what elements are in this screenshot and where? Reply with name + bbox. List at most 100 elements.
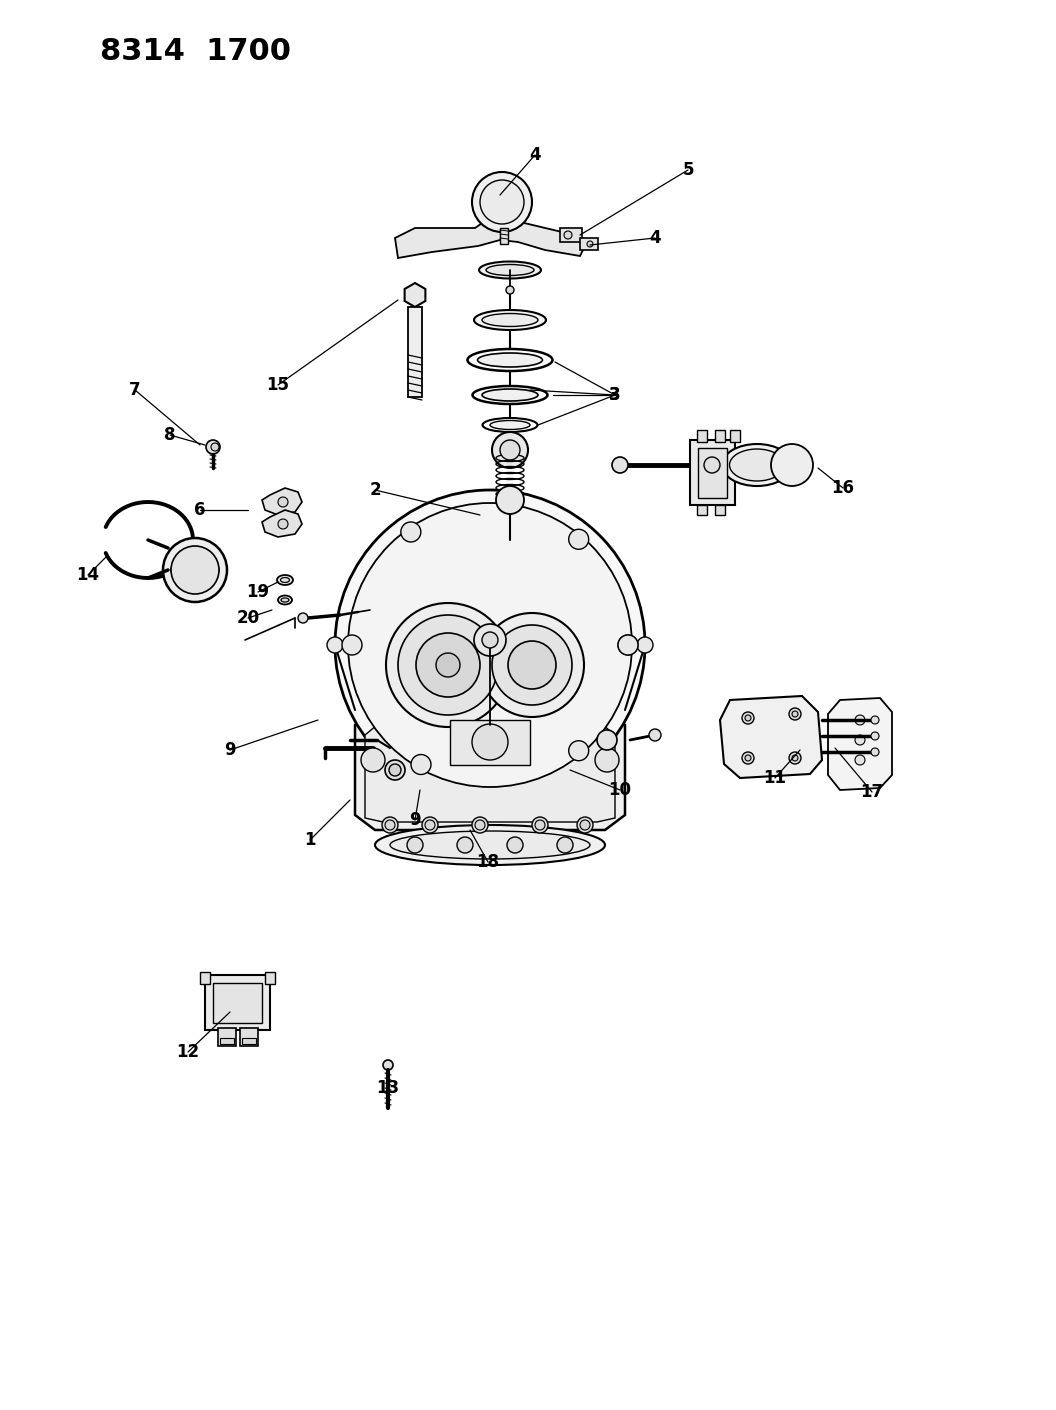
Circle shape: [506, 286, 514, 295]
Ellipse shape: [171, 561, 219, 580]
Bar: [730, 430, 740, 441]
Text: 16: 16: [831, 479, 854, 496]
Ellipse shape: [277, 575, 293, 585]
Circle shape: [211, 443, 219, 451]
Circle shape: [389, 764, 401, 776]
Circle shape: [577, 816, 593, 833]
Bar: [213, 983, 262, 1024]
Ellipse shape: [278, 595, 293, 605]
Circle shape: [482, 632, 498, 649]
Circle shape: [171, 546, 219, 594]
Ellipse shape: [281, 578, 289, 582]
Circle shape: [855, 715, 865, 725]
Circle shape: [871, 747, 879, 756]
Circle shape: [278, 496, 288, 508]
Circle shape: [298, 613, 308, 623]
Text: 4: 4: [529, 147, 541, 164]
Circle shape: [492, 431, 528, 468]
Ellipse shape: [483, 417, 538, 431]
Bar: [715, 430, 725, 441]
Polygon shape: [395, 212, 588, 258]
Circle shape: [457, 838, 473, 853]
Polygon shape: [355, 711, 625, 830]
Circle shape: [385, 821, 395, 830]
Bar: [265, 971, 275, 984]
Circle shape: [792, 711, 798, 718]
Circle shape: [425, 821, 435, 830]
Circle shape: [480, 613, 584, 718]
Circle shape: [411, 754, 431, 774]
Circle shape: [348, 503, 631, 787]
Ellipse shape: [482, 313, 538, 327]
Circle shape: [742, 712, 754, 723]
Text: 12: 12: [176, 1043, 200, 1060]
Circle shape: [742, 752, 754, 764]
Circle shape: [499, 440, 520, 460]
Circle shape: [407, 838, 423, 853]
Circle shape: [532, 816, 548, 833]
Text: 5: 5: [682, 161, 694, 179]
Text: 15: 15: [266, 376, 289, 393]
Ellipse shape: [479, 261, 541, 279]
Circle shape: [383, 1060, 393, 1070]
Bar: [697, 430, 708, 441]
Text: 3: 3: [609, 386, 621, 405]
Text: 14: 14: [76, 565, 99, 584]
Bar: [408, 307, 422, 398]
Text: 1: 1: [304, 830, 316, 849]
Text: 13: 13: [376, 1079, 399, 1097]
Ellipse shape: [375, 825, 605, 864]
Circle shape: [569, 529, 588, 550]
Circle shape: [618, 634, 638, 656]
Circle shape: [649, 729, 661, 742]
Bar: [697, 505, 708, 515]
Circle shape: [595, 747, 619, 773]
Bar: [450, 721, 530, 766]
Circle shape: [472, 723, 508, 760]
Circle shape: [436, 653, 460, 677]
Text: 8314  1700: 8314 1700: [100, 38, 291, 66]
Circle shape: [385, 760, 406, 780]
Bar: [242, 1038, 256, 1043]
Circle shape: [480, 180, 524, 224]
Text: 2: 2: [370, 481, 381, 499]
Circle shape: [475, 821, 485, 830]
Ellipse shape: [472, 386, 547, 405]
Text: 7: 7: [129, 381, 140, 399]
Circle shape: [855, 735, 865, 744]
Polygon shape: [404, 283, 426, 307]
Bar: [580, 238, 598, 250]
Text: 9: 9: [224, 742, 235, 759]
Circle shape: [744, 754, 751, 761]
Circle shape: [557, 838, 573, 853]
Circle shape: [335, 491, 645, 799]
Circle shape: [398, 615, 498, 715]
Ellipse shape: [730, 448, 785, 481]
Circle shape: [569, 740, 588, 761]
Ellipse shape: [474, 310, 546, 330]
Bar: [499, 228, 508, 244]
Circle shape: [771, 444, 813, 486]
Polygon shape: [365, 721, 615, 822]
Circle shape: [508, 642, 557, 689]
Bar: [200, 971, 210, 984]
Circle shape: [496, 486, 524, 515]
Circle shape: [361, 747, 385, 773]
Text: 10: 10: [608, 781, 631, 799]
Circle shape: [416, 633, 480, 697]
Ellipse shape: [281, 598, 289, 602]
Circle shape: [597, 730, 617, 750]
Ellipse shape: [722, 444, 792, 486]
Ellipse shape: [486, 265, 534, 275]
Ellipse shape: [390, 830, 590, 859]
Bar: [560, 228, 582, 243]
Text: 20: 20: [237, 609, 260, 627]
Circle shape: [792, 754, 798, 761]
Text: 9: 9: [409, 811, 420, 829]
Bar: [205, 974, 270, 1029]
Text: 11: 11: [763, 768, 787, 787]
Circle shape: [789, 752, 802, 764]
Ellipse shape: [468, 350, 552, 371]
Polygon shape: [262, 510, 302, 537]
Circle shape: [327, 637, 343, 653]
